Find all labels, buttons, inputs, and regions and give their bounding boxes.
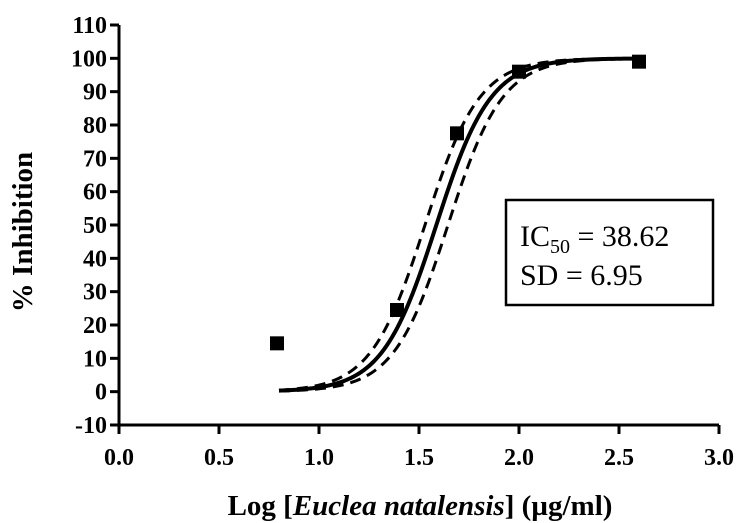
y-tick-label: 50 (83, 213, 107, 239)
y-tick-label: -10 (75, 413, 107, 439)
fit-curve (278, 56, 640, 393)
y-tick-label: 10 (83, 346, 107, 372)
data-point (270, 336, 284, 351)
y-tick-label: 0 (95, 380, 107, 406)
x-tick-label: 2.0 (504, 445, 534, 471)
data-point (632, 54, 646, 69)
x-axis-title-prefix: Log [ (228, 490, 293, 522)
x-axis-title-suffix: ] (µg/ml) (505, 490, 613, 522)
data-point (450, 126, 464, 141)
ic50-label: IC50 = 38.62 (520, 220, 669, 258)
ic50-prefix: IC (520, 220, 550, 253)
y-tick-label: 30 (83, 280, 107, 306)
y-axis-title: % Inhibition (7, 152, 39, 312)
x-tick-label: 2.5 (604, 445, 634, 471)
annotation-frame (504, 198, 715, 307)
y-axis-ticks: -10 0 10 20 30 40 50 60 70 80 90 100 110 (71, 13, 119, 439)
y-tick-label: 70 (83, 146, 107, 172)
x-tick-label: 0.0 (104, 445, 134, 471)
x-axis-title-italic: Euclea natalensis (292, 490, 505, 522)
y-tick-label: 20 (83, 313, 107, 339)
x-tick-label: 1.0 (304, 445, 334, 471)
data-point (390, 303, 404, 317)
y-tick-label: 90 (83, 80, 107, 106)
ic50-annotation-box: IC50 = 38.62 SD = 6.95 (504, 198, 715, 307)
ic50-value: = 38.62 (570, 220, 669, 253)
y-tick-label: 60 (83, 180, 107, 206)
x-tick-label: 1.5 (404, 445, 434, 471)
sd-label: SD = 6.95 (520, 259, 643, 292)
y-tick-label: 100 (71, 46, 107, 72)
y-tick-label: 40 (83, 246, 107, 272)
x-axis-title: Log [Euclea natalensis] (µg/ml) (228, 490, 613, 522)
data-point (512, 64, 526, 79)
x-tick-label: 0.5 (204, 445, 234, 471)
data-points (270, 54, 646, 351)
ic50-subscript: 50 (550, 236, 570, 258)
x-tick-label: 3.0 (704, 445, 734, 471)
y-tick-label: 110 (72, 13, 107, 39)
x-axis-ticks: 0.0 0.5 1.0 1.5 2.0 2.5 3.0 (104, 425, 734, 471)
y-tick-label: 80 (83, 113, 107, 139)
